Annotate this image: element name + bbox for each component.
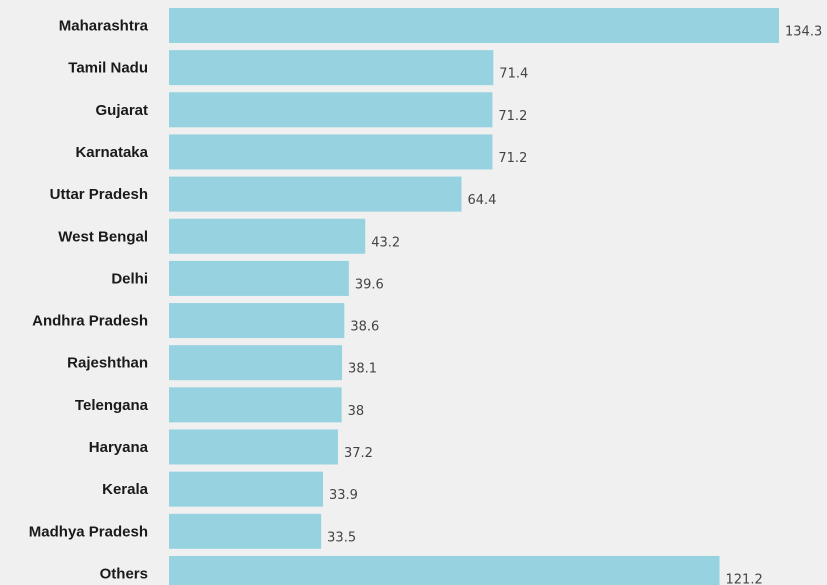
value-label: 71.4 [499,67,528,82]
value-label: 38.1 [348,362,377,377]
category-label: Rajeshthan [67,355,148,372]
value-label: 71.2 [498,109,527,124]
value-label: 39.6 [355,277,384,292]
value-label: 33.9 [329,488,358,503]
value-label: 33.5 [327,530,356,545]
category-label: Telengana [75,397,149,414]
bar-uttar-pradesh [169,176,462,212]
category-label: Gujarat [95,102,148,119]
value-label: 43.2 [371,235,400,250]
bar-telengana [169,387,342,423]
bar-rajeshthan [169,345,343,381]
bar-andhra-pradesh [169,303,345,339]
value-label: 38 [348,404,365,419]
value-label: 71.2 [498,151,527,166]
category-label: Tamil Nadu [68,60,148,77]
category-label: Delhi [111,270,148,287]
value-label: 121.2 [726,572,763,585]
bar-delhi [169,260,349,296]
value-label: 134.3 [785,25,822,40]
category-label: West Bengal [58,228,148,245]
category-label: Maharashtra [59,18,149,35]
bar-haryana [169,429,338,465]
bar-west-bengal [169,218,366,254]
bar-gujarat [169,92,493,128]
bar-tamil-nadu [169,50,494,86]
bar-kerala [169,471,323,507]
bar-maharashtra [169,8,779,43]
category-label: Haryana [89,439,149,456]
category-label: Kerala [102,481,149,498]
category-label: Karnataka [75,144,148,161]
category-label: Uttar Pradesh [50,186,148,203]
category-label: Madhya Pradesh [29,523,148,540]
category-label: Andhra Pradesh [32,313,148,330]
value-label: 37.2 [344,446,373,461]
bar-karnataka [169,134,493,170]
category-label: Others [100,565,148,582]
value-label: 64.4 [468,193,497,208]
value-label: 38.6 [350,320,379,335]
bar-others [169,555,720,585]
bar-madhya-pradesh [169,513,322,549]
